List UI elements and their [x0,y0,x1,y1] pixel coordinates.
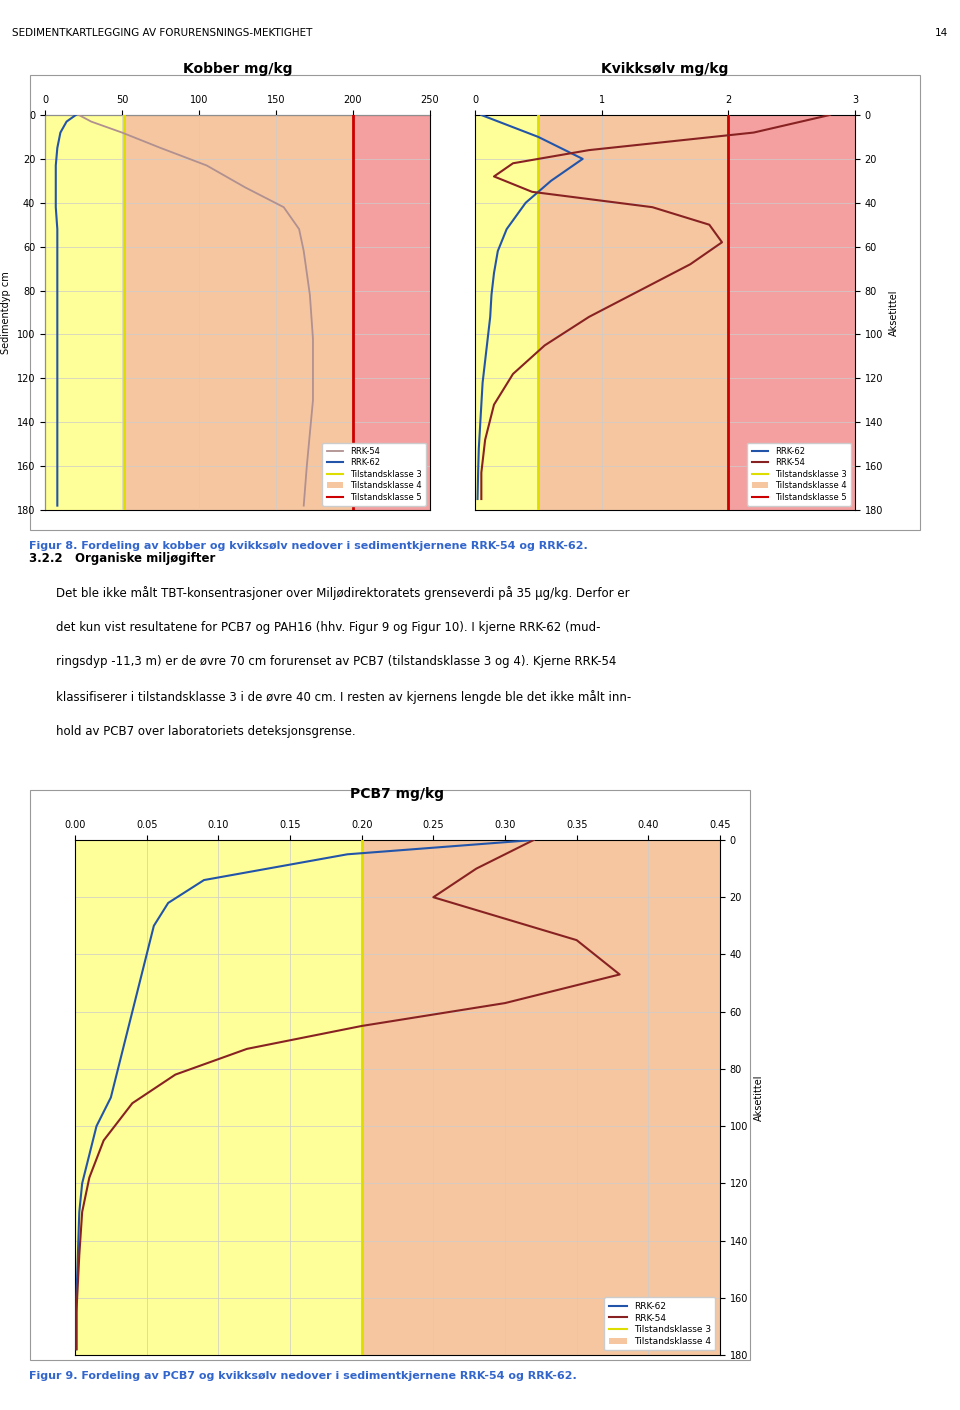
Bar [362,840,720,1355]
Title: Kvikksølv mg/kg: Kvikksølv mg/kg [601,62,729,76]
Bar [75,840,362,1355]
Bar [30,790,750,1361]
Text: klassifiserer i tilstandsklasse 3 i de øvre 40 cm. I resten av kjernens lengde b: klassifiserer i tilstandsklasse 3 i de ø… [56,689,631,704]
Bar [539,116,729,510]
Legend: RRK-62, RRK-54, Tilstandsklasse 3, Tilstandsklasse 4: RRK-62, RRK-54, Tilstandsklasse 3, Tilst… [604,1297,715,1351]
Y-axis label: Aksetittel: Aksetittel [889,289,899,336]
Bar [475,116,539,510]
Bar [45,116,124,510]
Text: 3.2.2   Organiske miljøgifter: 3.2.2 Organiske miljøgifter [29,551,215,565]
Bar [30,75,920,530]
Bar [729,116,855,510]
Bar [124,116,353,510]
Text: 14: 14 [935,28,948,38]
Bar [353,116,430,510]
Text: Det ble ikke målt TBT-konsentrasjoner over Miljødirektoratets grenseverdi på 35 : Det ble ikke målt TBT-konsentrasjoner ov… [56,587,630,601]
Title: PCB7 mg/kg: PCB7 mg/kg [350,787,444,801]
Legend: RRK-54, RRK-62, Tilstandsklasse 3, Tilstandsklasse 4, Tilstandsklasse 5: RRK-54, RRK-62, Tilstandsklasse 3, Tilst… [323,443,426,506]
Legend: RRK-62, RRK-54, Tilstandsklasse 3, Tilstandsklasse 4, Tilstandsklasse 5: RRK-62, RRK-54, Tilstandsklasse 3, Tilst… [748,443,851,506]
Text: ringsdyp -11,3 m) er de øvre 70 cm forurenset av PCB7 (tilstandsklasse 3 og 4). : ringsdyp -11,3 m) er de øvre 70 cm forur… [56,656,616,668]
Text: Figur 8. Fordeling av kobber og kvikksølv nedover i sedimentkjernene RRK-54 og R: Figur 8. Fordeling av kobber og kvikksøl… [29,541,588,551]
Y-axis label: Aksetittel: Aksetittel [754,1074,764,1121]
Text: Figur 9. Fordeling av PCB7 og kvikksølv nedover i sedimentkjernene RRK-54 og RRK: Figur 9. Fordeling av PCB7 og kvikksølv … [29,1371,577,1380]
Title: Kobber mg/kg: Kobber mg/kg [182,62,292,76]
Text: SEDIMENTKARTLEGGING AV FORURENSNINGS-MEKTIGHET: SEDIMENTKARTLEGGING AV FORURENSNINGS-MEK… [12,28,312,38]
Text: hold av PCB7 over laboratoriets deteksjonsgrense.: hold av PCB7 over laboratoriets deteksjo… [56,725,355,737]
Text: det kun vist resultatene for PCB7 og PAH16 (hhv. Figur 9 og Figur 10). I kjerne : det kun vist resultatene for PCB7 og PAH… [56,620,600,634]
Y-axis label: Sedimentdyp cm: Sedimentdyp cm [1,271,12,354]
